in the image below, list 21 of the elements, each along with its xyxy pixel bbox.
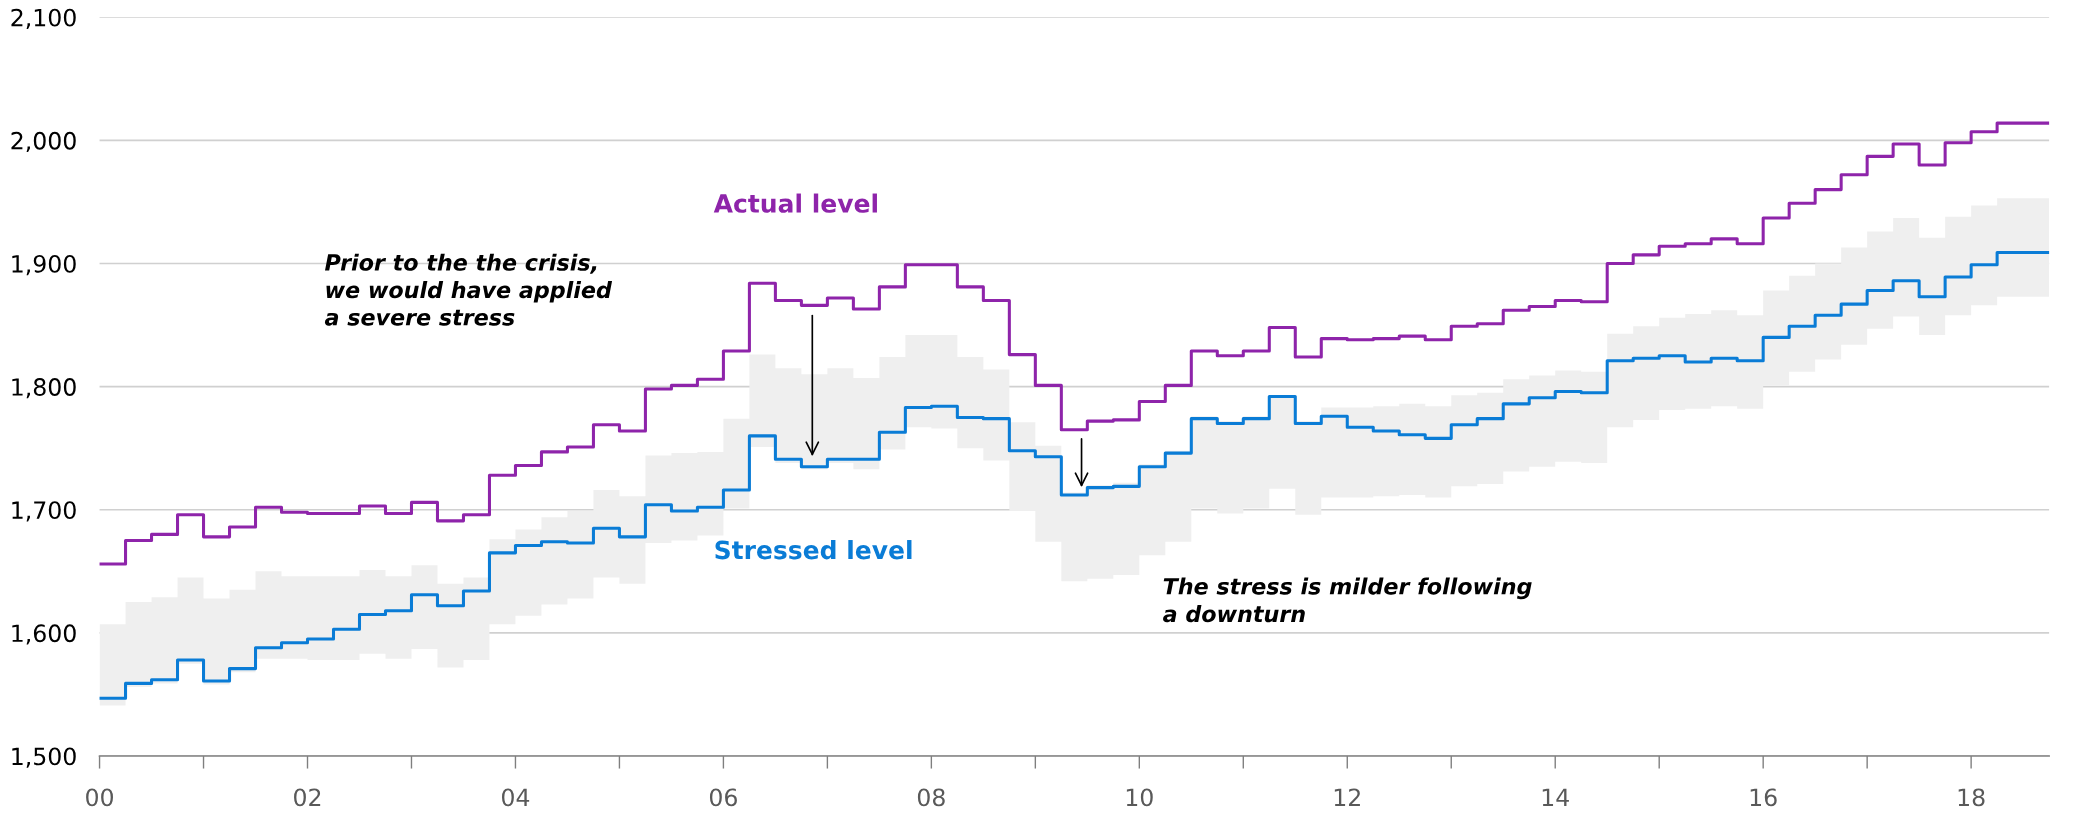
annotation: The stress is milder following a downturn [1163, 577, 1532, 623]
x-tick-label: 18 [1958, 788, 1985, 807]
x-tick-label: 00 [86, 788, 114, 807]
y-tick-label: 2,100 [11, 8, 76, 29]
x-tick-label: 14 [1542, 788, 1569, 806]
y-tick-label: 1,800 [12, 378, 76, 399]
annotation: Prior to the the crisis, we would have applied a severe stress [324, 253, 613, 326]
y-tick-label: 2,000 [11, 131, 76, 153]
x-tick-label: 02 [294, 788, 321, 807]
text: Actual level [713, 193, 877, 213]
x-tick-label: 10 [1126, 788, 1153, 807]
x-tick-label: 08 [917, 788, 945, 807]
series-label: Stressed level [715, 540, 912, 560]
x-tick-label: 12 [1334, 788, 1360, 806]
y-tick-label: 1,900 [12, 254, 76, 276]
y-tick-label: 1,700 [12, 501, 76, 522]
y-tick-label: 1,600 [12, 624, 76, 645]
x-tick-label: 04 [501, 788, 530, 807]
x-tick-label: 16 [1750, 788, 1777, 807]
y-tick-label: 1,500 [12, 747, 76, 768]
x-tick-label: 06 [709, 788, 737, 807]
